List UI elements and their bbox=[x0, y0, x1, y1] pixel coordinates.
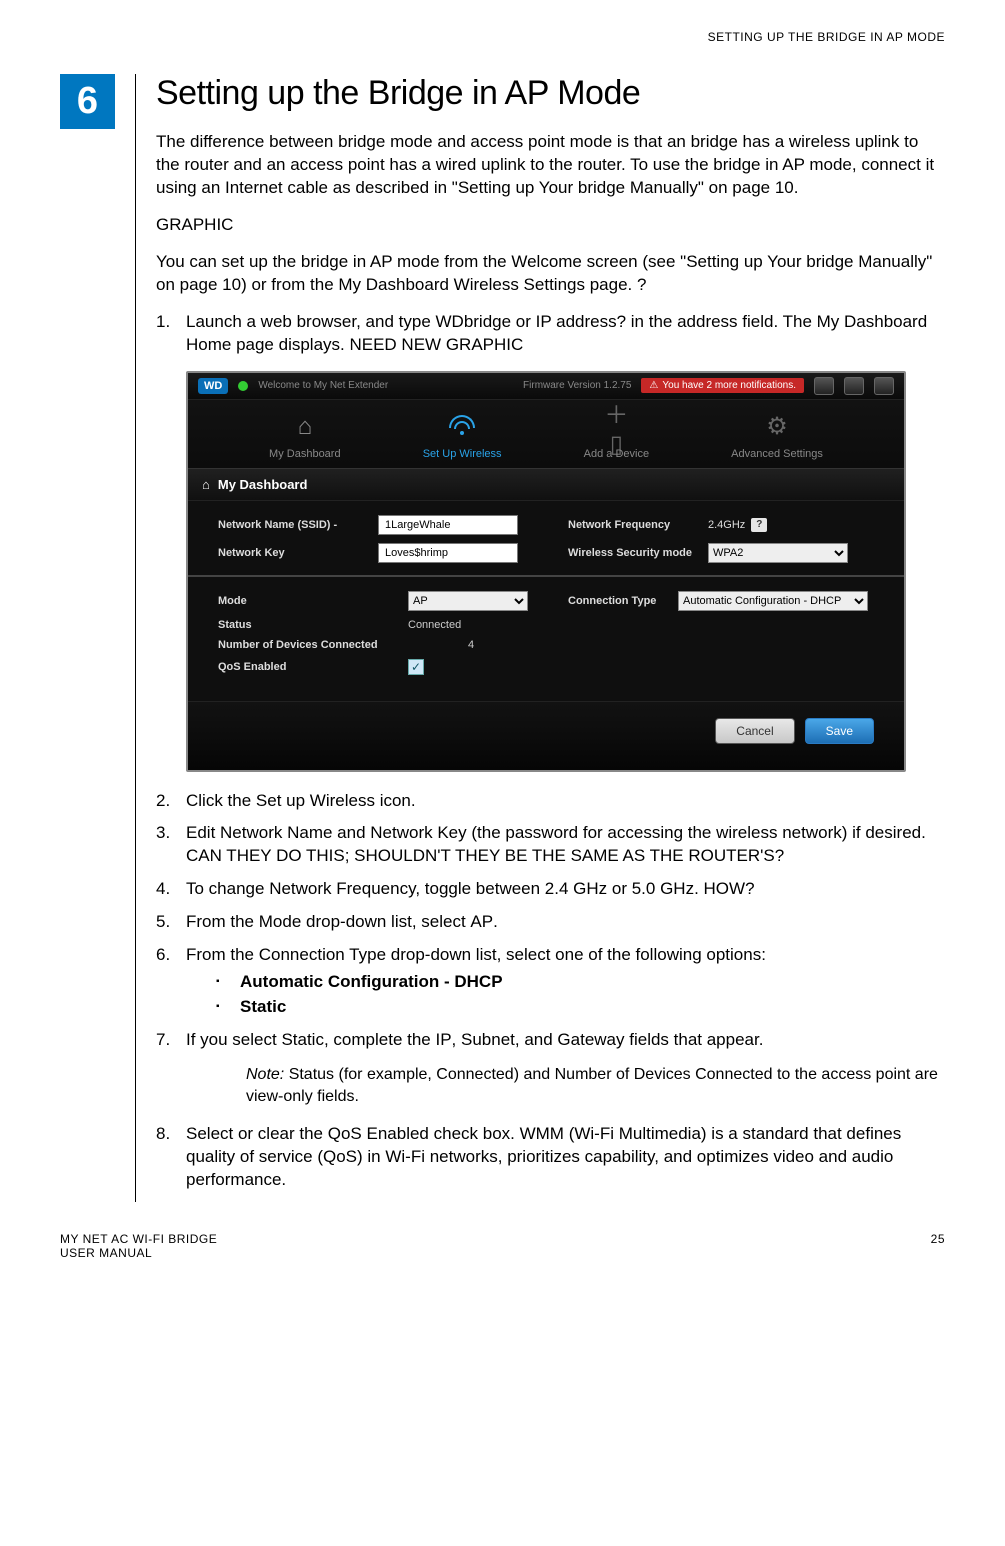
wd-logo: WD bbox=[198, 378, 228, 394]
firmware-text: Firmware Version 1.2.75 bbox=[523, 380, 631, 391]
note-block: Note: Status (for example, Connected) an… bbox=[186, 1064, 945, 1107]
warning-icon: ⚠ bbox=[649, 380, 658, 391]
content-column: Setting up the Bridge in AP Mode The dif… bbox=[135, 74, 945, 1202]
step-3: Edit Network Name and Network Key (the p… bbox=[156, 822, 945, 868]
step-7: If you select Static, complete the IP, S… bbox=[156, 1029, 945, 1107]
tab-dashboard[interactable]: ⌂ My Dashboard bbox=[269, 412, 341, 460]
dashboard-topbar: WD Welcome to My Net Extender Firmware V… bbox=[188, 373, 904, 400]
tab-wireless-label: Set Up Wireless bbox=[423, 448, 502, 460]
page-footer: MY NET AC WI-FI BRIDGE USER MANUAL 25 bbox=[60, 1232, 945, 1260]
gear-icon: ⚙ bbox=[759, 412, 795, 442]
help-icon[interactable]: ? bbox=[751, 518, 767, 532]
dashboard-screenshot: WD Welcome to My Net Extender Firmware V… bbox=[186, 371, 906, 772]
qos-label: QoS Enabled bbox=[218, 661, 408, 673]
section-title: My Dashboard bbox=[218, 477, 308, 492]
tab-advanced[interactable]: ⚙ Advanced Settings bbox=[731, 412, 823, 460]
qos-checkbox[interactable]: ✓ bbox=[408, 659, 424, 675]
add-device-icon: ＋▯ bbox=[598, 412, 634, 442]
graphic-placeholder: GRAPHIC bbox=[156, 214, 945, 237]
bullet-static: Static bbox=[216, 996, 945, 1019]
step-8: Select or clear the QoS Enabled check bo… bbox=[156, 1123, 945, 1192]
key-input[interactable] bbox=[378, 543, 518, 563]
section-header: ⌂ My Dashboard bbox=[188, 469, 904, 501]
tab-add-device-label: Add a Device bbox=[584, 448, 649, 460]
status-label: Status bbox=[218, 619, 408, 631]
step-6: From the Connection Type drop-down list,… bbox=[156, 944, 945, 1019]
notification-badge[interactable]: ⚠ You have 2 more notifications. bbox=[641, 378, 804, 393]
mode-select[interactable]: AP bbox=[408, 591, 528, 611]
connection-type-label: Connection Type bbox=[568, 595, 678, 607]
chapter-number-badge: 6 bbox=[60, 74, 115, 129]
page-title: Setting up the Bridge in AP Mode bbox=[156, 74, 945, 113]
home-icon-small: ⌂ bbox=[202, 477, 210, 492]
tab-wireless[interactable]: Set Up Wireless bbox=[423, 412, 502, 460]
key-label: Network Key bbox=[218, 547, 378, 559]
intro-paragraph-1: The difference between bridge mode and a… bbox=[156, 131, 945, 200]
welcome-text: Welcome to My Net Extender bbox=[258, 380, 388, 391]
cancel-button[interactable]: Cancel bbox=[715, 718, 794, 744]
bullet-dhcp: Automatic Configuration - DHCP bbox=[216, 971, 945, 994]
devices-label: Number of Devices Connected bbox=[218, 639, 408, 651]
home-icon: ⌂ bbox=[287, 412, 323, 442]
tab-add-device[interactable]: ＋▯ Add a Device bbox=[584, 412, 649, 460]
devices-value: 4 bbox=[408, 639, 474, 651]
running-header: SETTING UP THE BRIDGE IN AP MODE bbox=[60, 30, 945, 44]
button-row: Cancel Save bbox=[188, 701, 904, 770]
help-button[interactable] bbox=[844, 377, 864, 395]
extra-button[interactable] bbox=[874, 377, 894, 395]
footer-product: MY NET AC WI-FI BRIDGE bbox=[60, 1232, 217, 1246]
nav-tabs: ⌂ My Dashboard Set Up Wireless ＋▯ Add a … bbox=[188, 400, 904, 469]
step-1: Launch a web browser, and type WDbridge … bbox=[156, 311, 945, 357]
step-5: From the Mode drop-down list, select AP. bbox=[156, 911, 945, 934]
frequency-label: Network Frequency bbox=[568, 519, 708, 531]
intro-paragraph-2: You can set up the bridge in AP mode fro… bbox=[156, 251, 945, 297]
frequency-value: 2.4GHz bbox=[708, 519, 745, 531]
dropdown-button[interactable] bbox=[814, 377, 834, 395]
form-area: Network Name (SSID) - Network Frequency … bbox=[188, 501, 904, 701]
tab-advanced-label: Advanced Settings bbox=[731, 448, 823, 460]
connection-type-select[interactable]: Automatic Configuration - DHCP bbox=[678, 591, 868, 611]
ssid-input[interactable] bbox=[378, 515, 518, 535]
step-2: Click the Set up Wireless icon. bbox=[156, 790, 945, 813]
divider bbox=[188, 575, 904, 577]
wifi-icon bbox=[444, 412, 480, 442]
notification-text: You have 2 more notifications. bbox=[662, 380, 796, 391]
page-number: 25 bbox=[931, 1232, 945, 1260]
status-value: Connected bbox=[408, 619, 461, 631]
step-4: To change Network Frequency, toggle betw… bbox=[156, 878, 945, 901]
note-label: Note: bbox=[246, 1066, 289, 1083]
security-select[interactable]: WPA2 bbox=[708, 543, 848, 563]
ssid-label: Network Name (SSID) - bbox=[218, 519, 378, 531]
tab-dashboard-label: My Dashboard bbox=[269, 448, 341, 460]
save-button[interactable]: Save bbox=[805, 718, 874, 744]
status-led-icon bbox=[238, 381, 248, 391]
footer-manual: USER MANUAL bbox=[60, 1246, 217, 1260]
security-label: Wireless Security mode bbox=[568, 547, 708, 559]
mode-label: Mode bbox=[218, 595, 408, 607]
